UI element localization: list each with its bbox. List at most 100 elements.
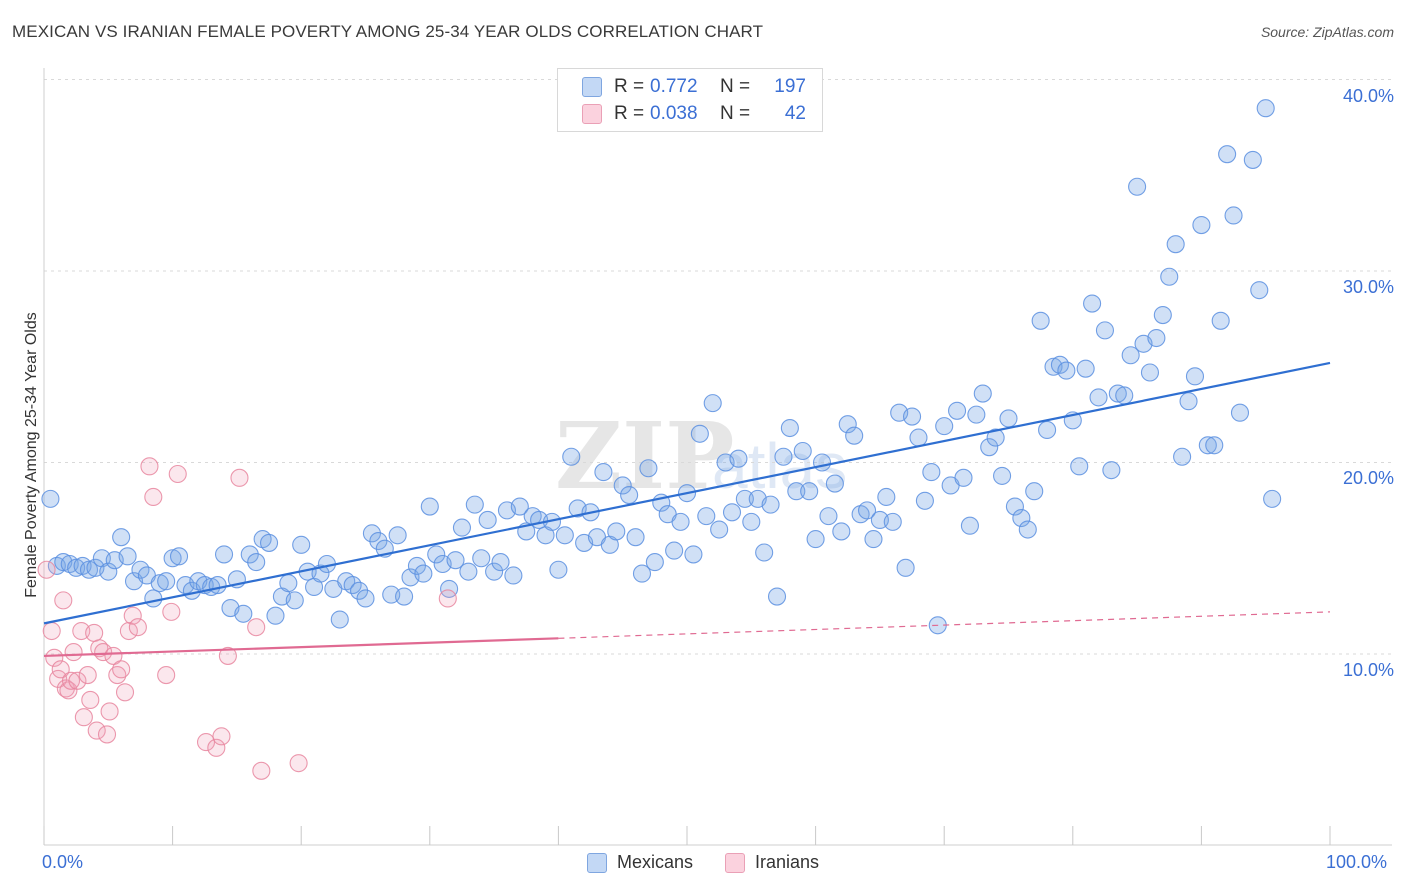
mexicans-point [755,543,774,562]
mexicans-point [594,463,613,482]
mexicans-point [1128,177,1147,196]
mexicans-point [973,384,992,403]
mexicans-point [838,415,857,434]
mexicans-point [452,518,472,537]
mexicans-point [163,549,182,568]
mexicans-point [1031,311,1050,330]
chart-title: MEXICAN VS IRANIAN FEMALE POVERTY AMONG … [12,22,764,41]
iranians-swatch [582,104,602,124]
iranians-point [85,623,104,642]
iranians-point [51,660,70,679]
mexicans-trend-line [43,361,1331,625]
mexicans-point [259,533,279,552]
mexicans-point [645,553,664,572]
mexicans-point [266,606,285,625]
iranians-point [140,457,159,476]
source-label: Source: ZipAtlas.com [1260,24,1394,40]
iranians-point [42,621,61,641]
mexicans-point [1160,267,1179,286]
mexicans-point [555,526,574,545]
mexicans-point [1038,420,1057,439]
r-label: R = [614,76,645,97]
mexicans-point [1070,457,1089,476]
n-label: N = [720,76,751,97]
mexicans-point [960,516,979,535]
mexicans-point [845,426,864,445]
mexicans-point [485,562,504,581]
mexicans-point [607,522,626,541]
mexicans-point [954,468,973,487]
mexicans-point [1198,436,1217,455]
legend-item-iranians[interactable]: Iranians [724,852,819,873]
mexicans-point [1121,346,1140,365]
mexicans-point [1153,305,1172,325]
mexicans-point [915,491,934,510]
mexicans-point [902,407,922,426]
mexicans-point [472,549,491,568]
mexicans-point [247,553,266,572]
mexicans-point [549,560,568,579]
mexicans-point [710,520,729,539]
mexicans-point [446,551,465,570]
iranians-point [81,690,100,710]
iranians-point [104,646,123,665]
mexicans-point [626,528,645,547]
mexicans-point [980,438,999,457]
iranians-point [218,646,237,665]
mexicans-point [613,476,632,495]
mexicans-point [491,553,510,572]
iranians-point [112,660,131,679]
mexicans-point [465,495,484,514]
mexicans-point [1102,461,1121,480]
iranians-point [74,708,93,727]
mexicans-point [1179,392,1198,411]
mexicans-point [1256,99,1275,118]
mexicans-point [562,447,581,466]
mexicans-point [922,463,941,482]
y-tick-20: 20.0% [1342,468,1394,488]
mexicans-point [999,409,1018,428]
x-tick-max: 100.0% [1326,852,1388,872]
mexicans-point [1095,321,1114,340]
mexicans-point [362,524,381,543]
mexicans-point [510,497,529,516]
mexicans-point [118,547,137,566]
iranians-point [37,560,56,579]
iranians-point [45,648,64,667]
mexicans-point [395,587,414,606]
mexicans-point [684,545,703,564]
mexicans-point [234,604,253,623]
mexicans-point [369,531,388,551]
mexicans-point [1083,294,1102,313]
iranians-point [438,589,457,608]
mexicans-point [896,558,915,577]
mexicans-point [99,562,118,581]
mexicans-point [157,572,176,591]
mexicans-point [388,526,407,545]
mexicans-point [478,510,497,530]
mexicans-point [1018,520,1037,539]
mexicans-point [169,547,189,566]
mexicans-point [79,560,99,579]
iranians-point [78,666,97,685]
mexicans-point [703,394,722,413]
legend-item-mexicans[interactable]: Mexicans [586,852,693,873]
mexicans-point [948,401,967,420]
mexicans-point [761,495,780,514]
mexicans-swatch [582,77,602,97]
mexicans-point [208,576,227,595]
mexicans-point [787,482,806,501]
iranians-swatch [724,852,745,873]
mexicans-point [671,512,690,531]
iranians-point [68,671,87,690]
mexicans-point [967,405,986,424]
mexicans-point [832,522,851,541]
mexicans-point [883,512,902,531]
r-label: R = [614,103,645,124]
mexicans-point [909,428,928,447]
mexicans-point [214,545,234,564]
mexicans-point [407,556,426,575]
mexicans-point [793,441,812,461]
iranians-point [115,683,135,702]
